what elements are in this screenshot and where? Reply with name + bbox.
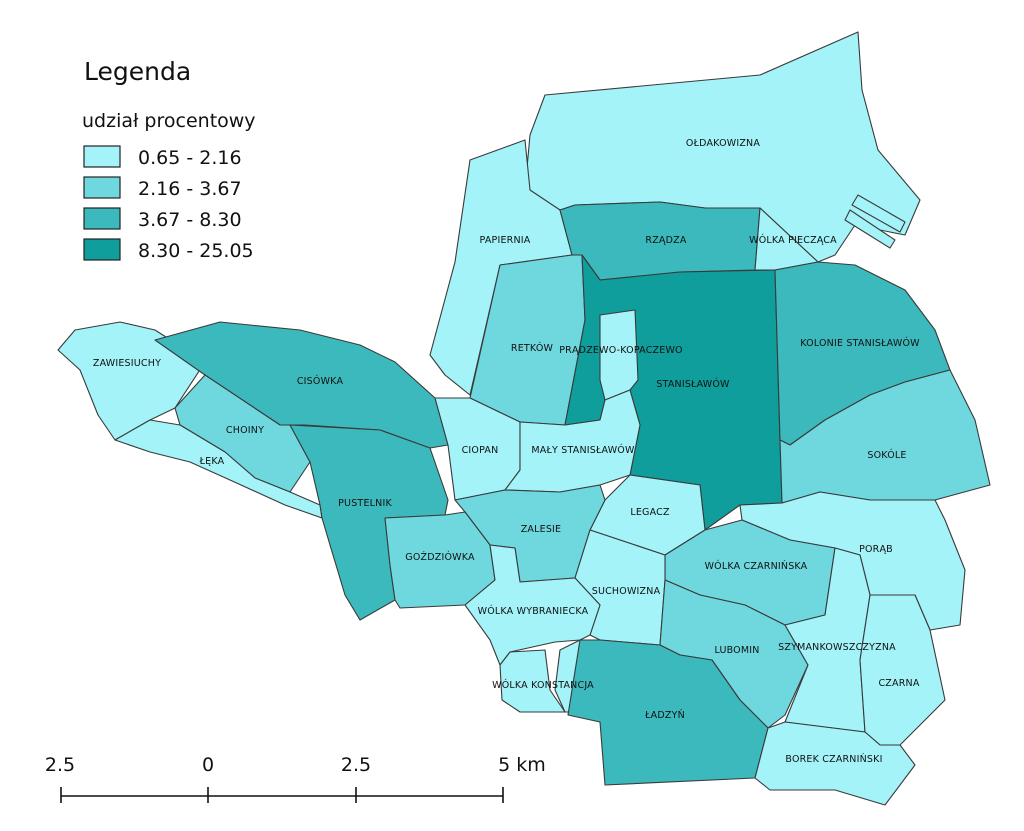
- label-czarna: CZARNA: [878, 678, 919, 689]
- label-kolonie-stanislawow: KOLONIE STANISŁAWÓW: [800, 337, 920, 349]
- label-wolka-konstancja: WÓLKA KONSTANCJA: [492, 679, 594, 691]
- label-lubomin: LUBOMIN: [714, 645, 759, 656]
- label-suchowizna: SUCHOWIZNA: [592, 586, 661, 597]
- label-retkow: RETKÓW: [511, 342, 554, 354]
- label-stanislawow: STANISŁAWÓW: [656, 378, 730, 390]
- label-pradzewo-kopaczewo: PRĄDZEWO-KOPACZEWO: [559, 345, 682, 356]
- region-oldakowizna-strip: [851, 194, 906, 233]
- scale-label-2: 0: [202, 754, 214, 776]
- legend-label-4: 8.30 - 25.05: [138, 240, 254, 262]
- label-leka: ŁĘKA: [199, 456, 225, 467]
- legend-label-2: 2.16 - 3.67: [138, 178, 242, 200]
- label-szymankowszczyzna: SZYMANKOWSZCZYZNA: [778, 642, 896, 653]
- region-borek-czarninski[interactable]: [754, 721, 916, 806]
- label-papiernia: PAPIERNIA: [480, 235, 531, 246]
- legend-label-1: 0.65 - 2.16: [138, 147, 242, 169]
- regions: [57, 31, 991, 806]
- legend-swatch-1: [83, 145, 121, 168]
- label-gozdziowka: GOŹDZIÓWKA: [405, 551, 475, 563]
- legend-label-3: 3.67 - 8.30: [138, 209, 242, 231]
- label-zalesie: ZALESIE: [521, 524, 562, 535]
- legend-subtitle: udział procentowy: [82, 110, 256, 132]
- scale-label-1: 2.5: [45, 754, 75, 776]
- label-wolka-wybraniecka: WÓLKA WYBRANIECKA: [478, 605, 589, 617]
- scale-label-3: 2.5: [341, 754, 371, 776]
- label-wolka-czarninska: WÓLKA CZARNIŃSKA: [705, 560, 808, 572]
- scale-bar: 2.5 0 2.5 5 km: [45, 754, 546, 803]
- legend-swatch-2: [83, 176, 121, 199]
- label-rzadza: RZĄDZA: [645, 235, 686, 246]
- scale-label-4: 5 km: [498, 754, 546, 776]
- label-ladzyn: ŁADZYŃ: [644, 709, 685, 721]
- region-maly-stanislawow[interactable]: [504, 389, 641, 493]
- label-ciopan: CIOPAN: [462, 445, 499, 456]
- label-porab: PORĄB: [859, 544, 893, 555]
- label-sokole: SOKÓLE: [867, 449, 906, 461]
- region-ladzyn[interactable]: [567, 639, 769, 786]
- label-zawiesiuchy: ZAWIESIUCHY: [93, 358, 161, 369]
- label-cisowka: CISÓWKA: [297, 375, 344, 387]
- label-borek-czarninski: BOREK CZARNIŃSKI: [785, 753, 882, 765]
- legend: Legenda udział procentowy 0.65 - 2.16 2.…: [82, 57, 256, 262]
- legend-swatch-4: [83, 238, 121, 261]
- label-oldakowizna: OŁDAKOWIZNA: [686, 138, 760, 149]
- legend-title: Legenda: [84, 57, 191, 86]
- legend-swatch-3: [83, 207, 121, 230]
- region-wolka-konstancja[interactable]: [499, 649, 566, 713]
- label-choiny: CHOINY: [226, 425, 264, 436]
- label-legacz: LEGACZ: [630, 507, 670, 518]
- scale-ticks: [60, 787, 504, 803]
- label-wolka-pieczaca: WÓLKA PIECZĄCA: [749, 234, 837, 246]
- label-pustelnik: PUSTELNIK: [338, 498, 392, 509]
- region-labels: OŁDAKOWIZNA PAPIERNIA RZĄDZA WÓLKA PIECZ…: [93, 138, 920, 765]
- label-maly-stanislawow: MAŁY STANISŁAWÓW: [531, 444, 635, 456]
- region-oldakowizna-strip-2: [844, 209, 896, 249]
